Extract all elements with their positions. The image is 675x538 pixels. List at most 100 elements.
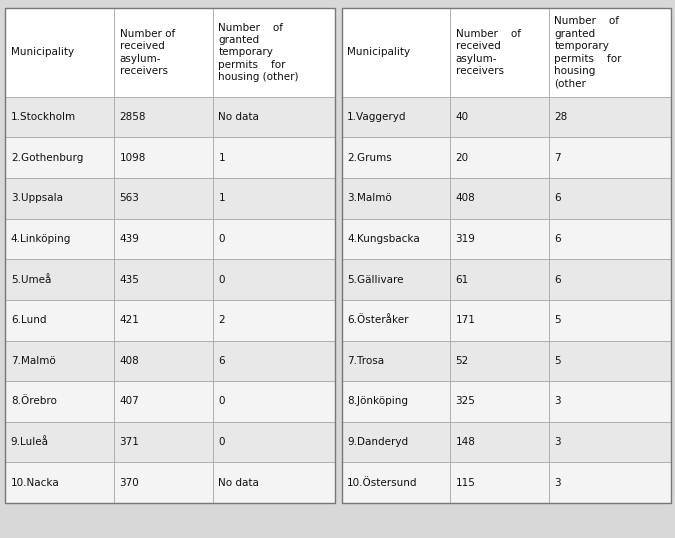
Bar	[450, 8, 549, 97]
Bar	[549, 422, 671, 463]
Bar	[5, 219, 114, 259]
Text: 3: 3	[554, 397, 561, 407]
Bar	[114, 97, 213, 138]
Bar	[342, 259, 450, 300]
Bar	[114, 138, 213, 178]
Text: 8.Örebro: 8.Örebro	[11, 397, 57, 407]
Bar	[5, 422, 114, 463]
Bar	[5, 463, 114, 503]
Bar	[549, 97, 671, 138]
Text: 563: 563	[119, 193, 139, 203]
Bar	[213, 259, 335, 300]
Text: 5.Gällivare: 5.Gällivare	[347, 274, 404, 285]
Bar	[114, 463, 213, 503]
Text: 7: 7	[554, 153, 561, 163]
Text: 407: 407	[119, 397, 139, 407]
Text: 2.Gothenburg: 2.Gothenburg	[11, 153, 83, 163]
Text: 6: 6	[554, 193, 561, 203]
Text: Municipality: Municipality	[11, 47, 74, 58]
Bar	[213, 463, 335, 503]
Text: 40: 40	[456, 112, 468, 122]
Bar	[342, 300, 450, 341]
Text: 3.Malmö: 3.Malmö	[347, 193, 391, 203]
Bar	[5, 8, 335, 503]
Text: 0: 0	[218, 397, 225, 407]
Bar	[342, 97, 450, 138]
Bar	[549, 219, 671, 259]
Text: 1: 1	[218, 153, 225, 163]
Text: 0: 0	[218, 274, 225, 285]
Text: 6: 6	[554, 274, 561, 285]
Bar	[450, 219, 549, 259]
Text: 1.Vaggeryd: 1.Vaggeryd	[347, 112, 406, 122]
Text: 8.Jönköping: 8.Jönköping	[347, 397, 408, 407]
Text: 421: 421	[119, 315, 139, 325]
Bar	[450, 381, 549, 422]
Bar	[549, 300, 671, 341]
Text: 4.Kungsbacka: 4.Kungsbacka	[347, 234, 420, 244]
Bar	[213, 300, 335, 341]
Text: 5: 5	[554, 356, 561, 366]
Bar	[213, 219, 335, 259]
Bar	[5, 8, 114, 97]
Bar	[450, 259, 549, 300]
Text: 2.Grums: 2.Grums	[347, 153, 391, 163]
Bar	[213, 8, 335, 97]
Bar	[342, 463, 450, 503]
Text: No data: No data	[218, 112, 259, 122]
Bar	[5, 381, 114, 422]
Bar	[213, 97, 335, 138]
Bar	[213, 178, 335, 219]
Bar	[549, 463, 671, 503]
Text: 5.Umeå: 5.Umeå	[11, 274, 51, 285]
Text: Number of
received
asylum-
receivers: Number of received asylum- receivers	[119, 29, 175, 76]
Text: 7.Trosa: 7.Trosa	[347, 356, 384, 366]
Bar	[549, 341, 671, 381]
Bar	[342, 381, 450, 422]
Bar	[450, 300, 549, 341]
Bar	[213, 341, 335, 381]
Text: 1.Stockholm: 1.Stockholm	[11, 112, 76, 122]
Text: 439: 439	[119, 234, 139, 244]
Text: 2: 2	[218, 315, 225, 325]
Text: 9.Luleå: 9.Luleå	[11, 437, 49, 447]
Text: Municipality: Municipality	[347, 47, 410, 58]
Text: 6.Lund: 6.Lund	[11, 315, 47, 325]
Bar	[342, 178, 450, 219]
Text: 171: 171	[456, 315, 475, 325]
Bar	[549, 138, 671, 178]
Bar	[213, 381, 335, 422]
Text: 10.Östersund: 10.Östersund	[347, 478, 417, 488]
Text: 6.Österåker: 6.Österåker	[347, 315, 408, 325]
Text: 61: 61	[456, 274, 469, 285]
Bar	[450, 138, 549, 178]
Bar	[213, 422, 335, 463]
Text: 1: 1	[218, 193, 225, 203]
Text: 3: 3	[554, 437, 561, 447]
Text: 148: 148	[456, 437, 475, 447]
Text: 1098: 1098	[119, 153, 146, 163]
Text: 370: 370	[119, 478, 139, 488]
Text: 325: 325	[456, 397, 475, 407]
Bar	[114, 422, 213, 463]
Bar	[450, 422, 549, 463]
Text: Number    of
received
asylum-
receivers: Number of received asylum- receivers	[456, 29, 520, 76]
Text: 408: 408	[456, 193, 475, 203]
Bar	[450, 97, 549, 138]
Bar	[5, 300, 114, 341]
Text: 6: 6	[218, 356, 225, 366]
Bar	[342, 422, 450, 463]
Bar	[342, 138, 450, 178]
Bar	[549, 178, 671, 219]
Bar	[213, 138, 335, 178]
Bar	[549, 8, 671, 97]
Bar	[342, 219, 450, 259]
Text: 319: 319	[456, 234, 475, 244]
Text: 3: 3	[554, 478, 561, 488]
Text: 408: 408	[119, 356, 139, 366]
Bar	[5, 178, 114, 219]
Bar	[114, 178, 213, 219]
Text: 3.Uppsala: 3.Uppsala	[11, 193, 63, 203]
Text: 0: 0	[218, 437, 225, 447]
Bar	[342, 8, 450, 97]
